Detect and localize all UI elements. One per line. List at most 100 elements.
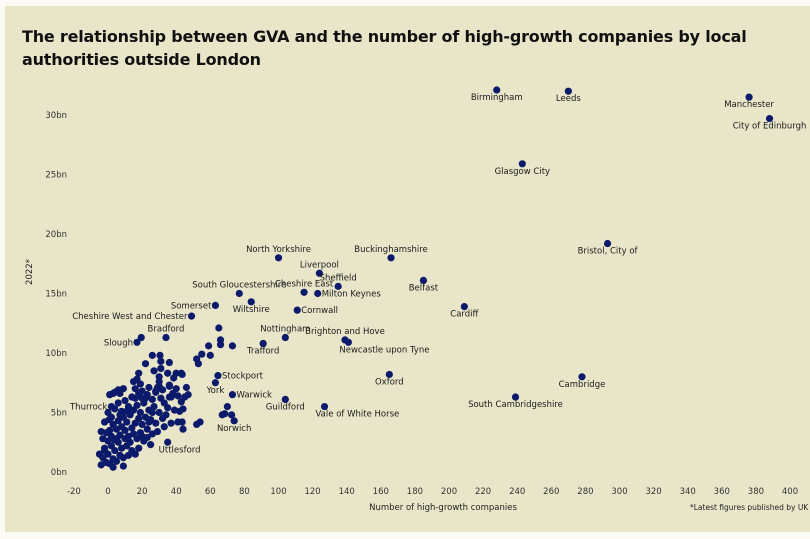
data-point-norwich bbox=[230, 417, 238, 425]
x-tick-label: 40 bbox=[171, 487, 182, 497]
y-tick-label: 30bn bbox=[45, 111, 67, 121]
point-label: Newcastle upon Tyne bbox=[339, 345, 429, 355]
x-tick-label: 240 bbox=[509, 487, 525, 497]
data-point bbox=[133, 401, 141, 409]
point-label: Brighton and Hove bbox=[305, 327, 385, 337]
data-point bbox=[155, 408, 163, 417]
data-point bbox=[215, 324, 223, 332]
x-tick-label: 400 bbox=[782, 487, 798, 497]
data-point bbox=[135, 444, 143, 452]
data-point bbox=[138, 420, 146, 428]
data-point-trafford bbox=[259, 339, 267, 348]
data-point-south-cambridgeshire bbox=[511, 393, 520, 401]
data-points bbox=[95, 86, 774, 471]
y-tick-label: 15bn bbox=[45, 290, 67, 300]
data-point bbox=[145, 383, 153, 392]
point-label: Warwick bbox=[236, 391, 272, 401]
data-point bbox=[111, 446, 119, 455]
data-point-bradford bbox=[162, 333, 170, 342]
data-point bbox=[141, 360, 150, 368]
data-point bbox=[164, 404, 172, 412]
data-point-warwick bbox=[228, 391, 237, 399]
y-axis-ticks: 0bn 5bn 10bn 15bn 20bn 25bn 30bn bbox=[45, 111, 67, 478]
point-label: Vale of White Horse bbox=[316, 410, 400, 420]
footnote: *Latest figures published by UK go bbox=[690, 503, 810, 512]
point-label: Sheffield bbox=[320, 273, 357, 283]
x-tick-label: 340 bbox=[680, 487, 696, 497]
point-label: Cardiff bbox=[450, 310, 479, 320]
data-point bbox=[165, 358, 173, 367]
data-point bbox=[131, 450, 139, 458]
data-point bbox=[112, 435, 121, 443]
data-point bbox=[172, 385, 180, 393]
data-point bbox=[157, 357, 165, 365]
point-label: Cambridge bbox=[559, 380, 606, 390]
y-tick-label: 0bn bbox=[51, 468, 67, 478]
data-point bbox=[164, 369, 172, 377]
data-point bbox=[193, 420, 201, 428]
x-tick-label: 200 bbox=[441, 487, 457, 497]
data-point bbox=[228, 411, 236, 419]
data-point bbox=[176, 407, 184, 415]
point-label: Thurrock bbox=[69, 403, 107, 413]
data-point bbox=[172, 369, 180, 377]
data-point bbox=[198, 350, 206, 358]
y-tick-label: 20bn bbox=[45, 230, 67, 240]
x-tick-label: 300 bbox=[611, 487, 627, 497]
y-tick-label: 25bn bbox=[45, 171, 67, 181]
data-point bbox=[124, 451, 133, 459]
data-point-manchester bbox=[745, 93, 753, 101]
data-point bbox=[145, 418, 153, 426]
data-point bbox=[148, 408, 156, 417]
data-point bbox=[138, 387, 146, 395]
data-point-milton-keynes bbox=[314, 289, 322, 298]
data-point-uttlesford bbox=[164, 438, 172, 446]
x-axis-ticks: -20 0 20 40 60 80 100 120 140 160 180 200 220 240 260 2… bbox=[67, 487, 798, 497]
data-point-glasgow-city bbox=[518, 160, 526, 168]
data-point-south-gloucestershire bbox=[235, 289, 243, 298]
data-point-sheffield bbox=[334, 282, 342, 290]
data-point bbox=[152, 419, 160, 427]
point-label: Birmingham bbox=[471, 93, 523, 103]
data-point bbox=[129, 377, 138, 386]
data-point-cardiff bbox=[460, 302, 468, 311]
data-point bbox=[153, 427, 162, 436]
point-label: Cheshire East bbox=[275, 279, 334, 289]
data-point bbox=[150, 367, 158, 375]
data-point bbox=[121, 397, 129, 405]
data-point-cornwall bbox=[293, 306, 301, 314]
x-tick-label: 360 bbox=[714, 487, 730, 497]
data-point bbox=[131, 394, 139, 402]
data-point bbox=[114, 386, 122, 394]
point-label: Glasgow City bbox=[495, 167, 551, 177]
data-point bbox=[204, 342, 213, 350]
data-point bbox=[174, 418, 182, 426]
data-point-north-yorkshire bbox=[274, 254, 283, 262]
data-point bbox=[223, 402, 231, 411]
point-label: Nottingham bbox=[260, 325, 310, 335]
x-tick-label: 280 bbox=[577, 487, 593, 497]
data-point bbox=[97, 427, 105, 436]
data-point-city-of-edinburgh bbox=[765, 114, 774, 123]
data-point bbox=[150, 402, 158, 411]
data-point bbox=[148, 395, 156, 404]
x-tick-label: 140 bbox=[339, 487, 355, 497]
data-point bbox=[137, 333, 145, 342]
x-tick-label: 60 bbox=[205, 487, 216, 497]
data-point bbox=[165, 393, 173, 401]
data-point bbox=[100, 446, 109, 455]
data-point bbox=[179, 425, 187, 433]
data-point bbox=[228, 342, 237, 350]
data-point-newcastle-upon-tyne bbox=[344, 338, 353, 346]
point-label: Belfast bbox=[409, 283, 439, 293]
data-point bbox=[152, 387, 160, 395]
point-label: Wiltshire bbox=[233, 305, 270, 315]
point-label: Guildford bbox=[266, 402, 305, 412]
point-label: Slough bbox=[104, 338, 133, 348]
data-point bbox=[114, 417, 122, 425]
point-label: Buckinghamshire bbox=[354, 245, 428, 255]
data-point bbox=[136, 380, 144, 388]
point-label: South Gloucestershire bbox=[192, 281, 286, 291]
data-point bbox=[126, 438, 134, 446]
